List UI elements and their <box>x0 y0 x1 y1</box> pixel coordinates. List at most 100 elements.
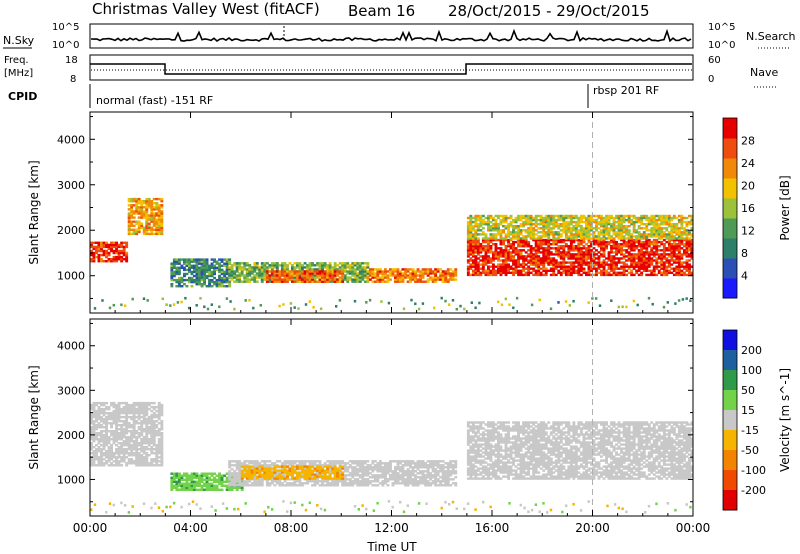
echo-cell <box>301 278 304 281</box>
echo-cell <box>198 280 201 284</box>
echo-cell <box>579 265 583 268</box>
echo-cell <box>301 462 304 465</box>
echo-cell <box>110 456 113 459</box>
echo-cell <box>125 241 129 244</box>
echo-cell <box>371 274 375 277</box>
echo-cell <box>293 266 297 269</box>
echo-cell <box>203 478 206 481</box>
echo-cell <box>534 265 538 268</box>
echo-cell <box>683 220 686 224</box>
echo-cell <box>562 269 566 272</box>
echo-cell <box>542 273 546 277</box>
echo-cell <box>90 258 93 261</box>
echo-cell <box>489 235 493 238</box>
echo-cell <box>569 223 573 226</box>
echo-cell <box>577 231 581 234</box>
echo-cell <box>562 240 566 244</box>
echo-cell <box>645 235 649 238</box>
echo-cell <box>356 262 360 265</box>
echo-cell <box>341 264 345 267</box>
echo-cell <box>534 253 538 256</box>
echo-cell <box>484 273 488 277</box>
echo-cell <box>587 227 591 230</box>
echo-cell <box>195 260 199 263</box>
echo-cell <box>293 270 297 273</box>
echo-cell <box>466 225 470 228</box>
echo-cell <box>685 247 689 250</box>
echo-cell <box>657 214 661 218</box>
echo-cell <box>311 274 314 277</box>
echo-cell <box>225 297 229 300</box>
echo-cell <box>293 272 297 275</box>
echo-cell <box>120 251 124 255</box>
echo-cell <box>92 407 96 411</box>
echo-cell <box>552 253 556 256</box>
echo-cell <box>610 229 613 232</box>
echo-cell <box>90 403 93 407</box>
echo-cell <box>140 407 144 411</box>
echo-cell <box>331 480 335 483</box>
echo-cell <box>117 442 121 445</box>
echo-cell <box>474 263 478 266</box>
echo-cell <box>689 299 692 302</box>
echo-cell <box>547 225 551 228</box>
echo-cell <box>147 222 151 225</box>
echo-cell <box>471 225 475 228</box>
echo-cell <box>585 271 588 274</box>
echo-cell <box>597 214 601 218</box>
echo-cell <box>600 233 603 236</box>
echo-cell <box>590 269 593 272</box>
echo-cell <box>476 271 480 274</box>
echo-cell <box>183 488 186 491</box>
echo-cell <box>685 235 689 238</box>
echo-cell <box>652 223 656 226</box>
echo-cell <box>630 237 634 240</box>
echo-cell <box>630 255 634 258</box>
echo-cell <box>537 243 541 246</box>
echo-cell <box>258 482 262 485</box>
echo-cell <box>283 476 287 479</box>
echo-cell <box>185 272 189 276</box>
echo-cell <box>142 228 146 231</box>
echo-cell <box>670 225 674 228</box>
echo-cell <box>384 280 387 283</box>
echo-cell <box>607 233 611 236</box>
echo-cell <box>102 249 106 253</box>
echo-cell <box>657 216 661 220</box>
echo-cell <box>147 224 151 227</box>
echo-cell <box>115 458 118 461</box>
echo-cell <box>617 251 621 254</box>
echo-cell <box>690 253 693 256</box>
echo-cell <box>177 258 181 261</box>
echo-cell <box>690 235 693 238</box>
echo-cell <box>524 229 528 232</box>
echo-cell <box>660 249 664 252</box>
echo-cell <box>677 251 681 254</box>
echo-cell <box>502 231 505 234</box>
echo-cell <box>326 270 330 273</box>
echo-cell <box>185 278 189 282</box>
echo-cell <box>622 269 626 272</box>
echo-cell <box>376 280 380 283</box>
echo-cell <box>542 269 546 272</box>
echo-cell <box>263 266 267 269</box>
echo-cell <box>640 273 644 277</box>
echo-cell <box>100 426 103 429</box>
echo-cell <box>233 478 237 481</box>
echo-cell <box>582 240 586 244</box>
echo-cell <box>100 258 103 261</box>
echo-cell <box>97 422 101 425</box>
echo-cell <box>534 259 538 262</box>
echo-cell <box>255 268 259 271</box>
echo-cell <box>205 260 209 263</box>
echo-cell <box>572 247 576 250</box>
echo-cell <box>587 271 591 274</box>
echo-cell <box>502 259 505 262</box>
echo-cell <box>524 223 528 226</box>
echo-cell <box>282 303 285 306</box>
echo-cell <box>250 460 254 463</box>
echo-cell <box>494 218 498 222</box>
echo-cell <box>223 280 227 284</box>
echo-cell <box>155 206 159 209</box>
